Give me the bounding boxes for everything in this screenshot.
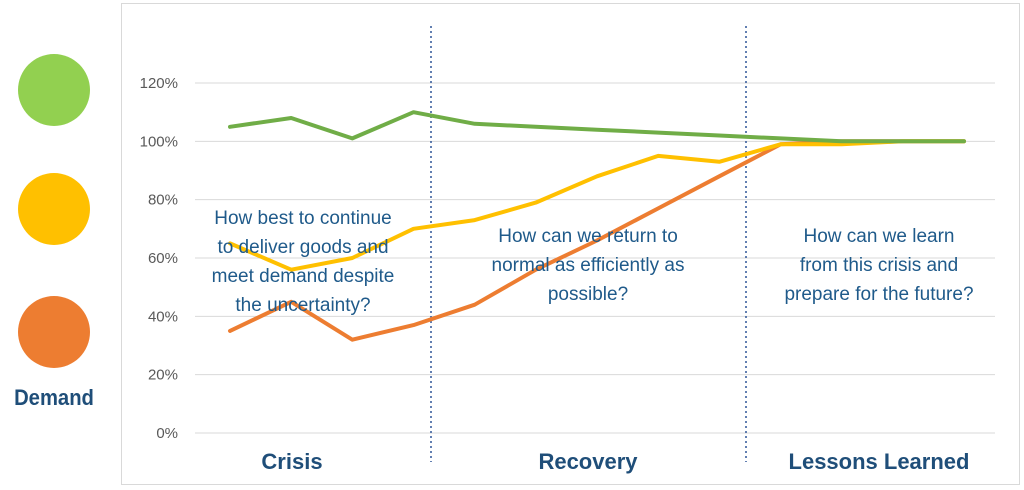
phase-question: from this crisis and [800,255,958,276]
legend-dot-orange [18,296,90,368]
y-tick-label: 120% [140,75,178,92]
legend-dot-yellow [18,173,90,245]
phase-label: Crisis [261,449,322,474]
y-tick-label: 40% [148,308,178,325]
phase-question: the uncertainty? [235,295,370,316]
phase-question: normal as efficiently as [492,255,685,276]
y-tick-label: 0% [156,425,178,442]
chart-frame [121,3,1020,485]
y-tick-label: 80% [148,192,178,209]
phase-question: to deliver goods and [217,237,388,258]
series-line [228,110,966,144]
phase-label: Recovery [538,449,638,474]
y-tick-label: 20% [148,367,178,384]
legend-dot-green [18,54,90,126]
phase-label: Lessons Learned [789,449,970,474]
phase-question: prepare for the future? [784,284,973,305]
phase-question: possible? [548,284,628,305]
legend-label: Demand [14,385,94,410]
y-tick-label: 60% [148,250,178,267]
phase-question: How can we return to [498,226,678,247]
phase-question: meet demand despite [212,266,395,287]
y-tick-label: 100% [140,133,178,150]
phase-question: How can we learn [803,226,954,247]
series-line [228,139,966,272]
phase-question: How best to continue [214,208,391,229]
